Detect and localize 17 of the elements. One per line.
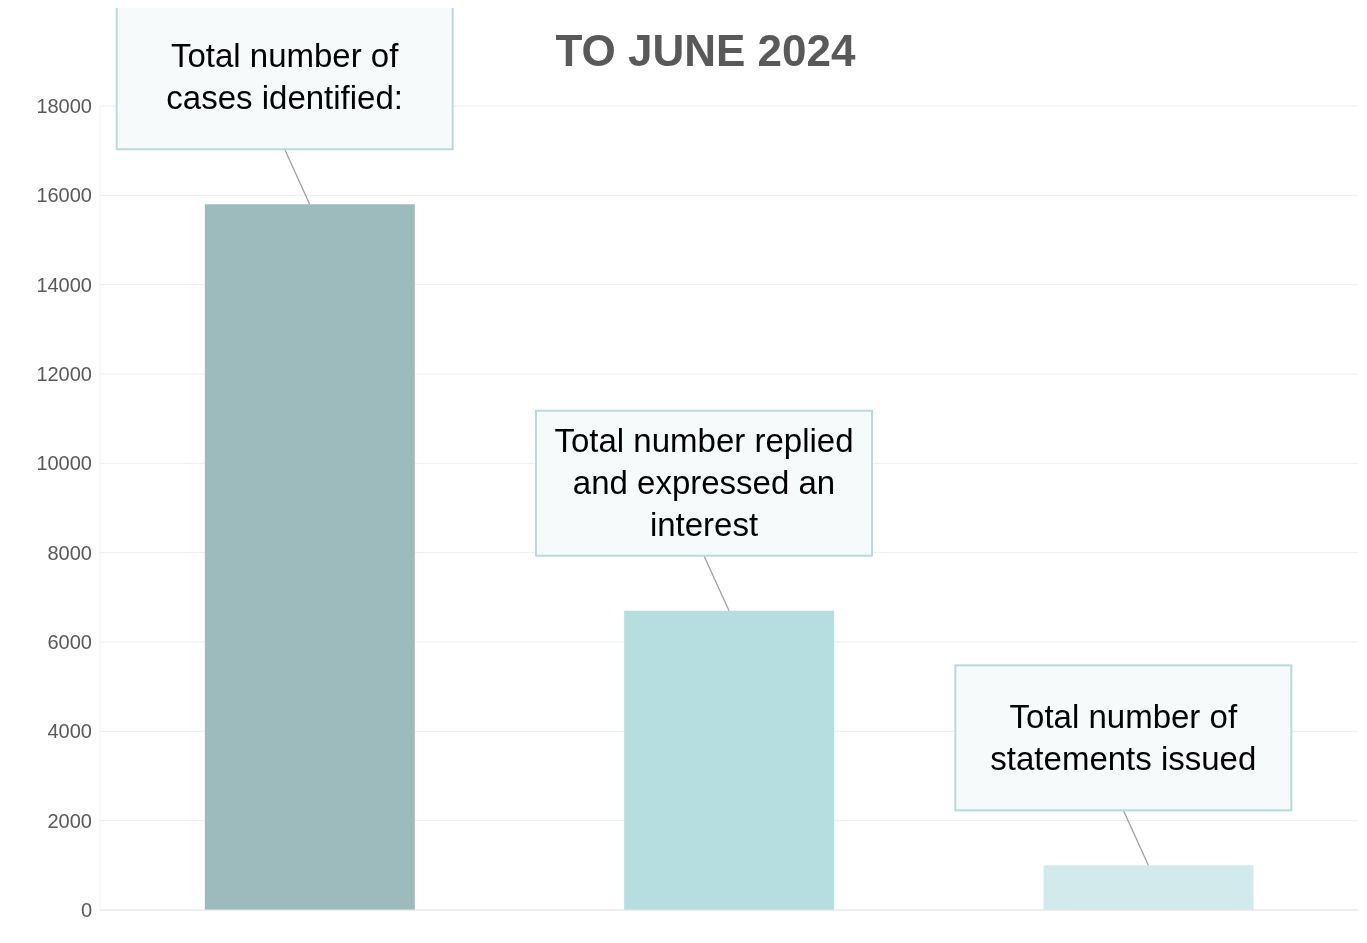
y-tick-label: 18000	[36, 95, 92, 118]
y-tick-label: 6000	[47, 631, 92, 654]
annotation: Total number of cases identified:	[165, 35, 404, 118]
bar	[204, 204, 415, 910]
y-tick-label: 0	[80, 899, 92, 922]
y-tick-label: 2000	[47, 809, 92, 832]
y-tick-label: 12000	[36, 363, 92, 386]
y-tick-label: 16000	[36, 184, 92, 207]
annotation: Total number of statements issued	[955, 665, 1292, 811]
y-tick-label: 4000	[47, 720, 92, 743]
bar	[624, 610, 835, 910]
chart-title: TO JUNE 2024	[555, 26, 856, 75]
y-tick-label: 14000	[36, 273, 92, 296]
annotation: Total number replied and expressed an interest	[536, 410, 872, 556]
y-tick-label: 10000	[36, 452, 92, 475]
y-tick-label: 8000	[47, 541, 92, 564]
bar	[1043, 865, 1254, 910]
